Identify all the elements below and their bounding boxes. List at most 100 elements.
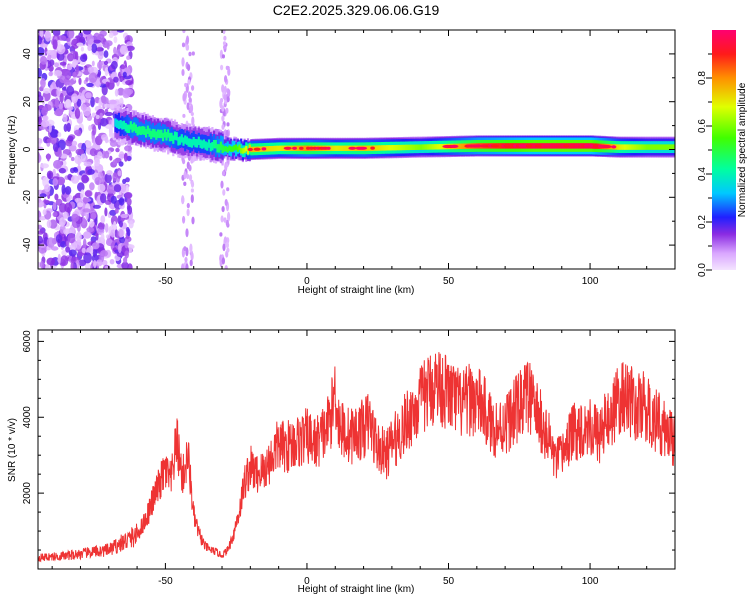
spectrogram-ridge-cell <box>398 144 401 151</box>
spectrogram-ridge-cell <box>124 123 127 132</box>
spectrogram-noise-cell <box>181 263 185 269</box>
spectrogram-noise-cell <box>126 155 132 162</box>
spectrogram-noise-cell <box>186 202 190 209</box>
spectrogram-peak-cell <box>449 144 459 148</box>
spectrogram-noise-cell <box>82 238 87 250</box>
y-tick-label: 20 <box>22 96 33 108</box>
spectrogram-ridge-cell <box>389 145 392 151</box>
spectrogram-noise-cell <box>97 151 103 160</box>
spectrogram-ridge-cell <box>150 130 153 140</box>
spectrogram-ridge-cell <box>233 145 236 151</box>
spectrogram-ridge-cell <box>296 145 299 151</box>
spectrogram-noise-cell <box>89 182 95 191</box>
spectrogram-peak-cell <box>253 147 261 151</box>
spectrogram-noise-cell <box>67 53 74 62</box>
spectrogram-ridge-cell <box>175 132 178 141</box>
spectrogram-ridge-cell <box>669 144 673 150</box>
spectrogram-noise-cell <box>111 117 116 128</box>
spectrogram-ridge-cell <box>126 115 129 134</box>
spectrogram-ridge-cell <box>654 144 657 150</box>
spectrogram-noise-cell <box>125 45 135 51</box>
spectrogram-ridge-cell <box>617 144 620 150</box>
spectrogram-noise-cell <box>184 256 188 263</box>
spectrogram-ridge-cell <box>216 144 219 153</box>
spectrogram-ridge-cell <box>209 133 212 152</box>
spectrogram-noise-cell <box>65 37 71 42</box>
spectrogram-noise-cell <box>56 86 61 98</box>
spectrogram-noise-cell <box>222 243 226 252</box>
spectrogram-noise-cell <box>49 129 59 138</box>
spectrogram-noise-cell <box>106 184 116 194</box>
spectrogram-ridge-cell <box>396 144 399 151</box>
spectrogram-noise-cell <box>189 243 193 253</box>
spectrogram-ridge-cell <box>223 146 226 152</box>
spectrogram-peak-cell <box>261 147 267 151</box>
spectrogram-ridge-cell <box>630 144 633 150</box>
spectrogram-noise-cell <box>66 196 71 202</box>
spectrogram-peak-cell <box>563 144 570 148</box>
spectrogram-ridge-cell <box>151 128 154 138</box>
spectrogram-noise-cell <box>52 39 58 50</box>
spectrogram-noise-cell <box>46 170 54 180</box>
spectrogram-noise-cell <box>64 81 73 87</box>
spectrogram-noise-cell <box>109 140 118 147</box>
spectrogram-noise-cell <box>120 64 126 70</box>
spectrogram-ridge-cell <box>177 137 180 146</box>
spectrogram-ridge-cell <box>236 146 239 152</box>
spectrogram-ridge-cell <box>128 124 131 133</box>
spectrogram-noise-cell <box>48 123 52 133</box>
spectrogram-noise-cell <box>97 183 106 193</box>
spectrogram-noise-cell <box>190 194 194 204</box>
spectrogram-ridge-cell <box>462 143 465 149</box>
spectrogram-ridge-cell <box>189 138 192 148</box>
spectrogram-noise-cell <box>185 228 189 238</box>
spectrogram-ridge-cell <box>146 125 149 134</box>
spectrogram-noise-cell <box>124 192 133 199</box>
spectrogram-ridge-cell <box>666 144 669 150</box>
spectrogram-noise-cell <box>101 177 105 185</box>
spectrogram-noise-cell <box>118 244 122 254</box>
spectrogram-noise-cell <box>83 231 92 239</box>
spectrogram-ridge-cell <box>551 143 554 149</box>
spectrogram-ridge-cell <box>126 124 129 133</box>
spectrogram-ridge-cell <box>423 144 426 150</box>
spectrogram-noise-cell <box>61 184 66 195</box>
spectrogram-peak-cell <box>490 144 499 148</box>
y-tick-label: 2000 <box>22 482 33 505</box>
spectrogram-noise-cell <box>79 36 85 43</box>
spectrogram-noise-cell <box>77 202 84 208</box>
spectrogram-ridge-cell <box>153 129 156 138</box>
spectrogram-ridge-cell <box>221 144 224 153</box>
spectrogram-noise-cell <box>54 62 59 68</box>
spectrogram-noise-cell <box>113 221 117 230</box>
spectrogram-peak-cell <box>541 144 551 148</box>
snr-x-label: Height of straight line (km) <box>298 584 415 595</box>
spectrogram-noise-cell <box>52 30 61 37</box>
spectrogram-noise-cell <box>87 168 95 175</box>
spectrogram-noise-cell <box>190 112 194 116</box>
spectrogram-noise-cell <box>88 125 92 131</box>
spectrogram-ridge-cell <box>231 146 234 152</box>
spectrogram-noise-cell <box>67 30 75 39</box>
spectrogram-ridge-cell <box>345 145 348 151</box>
spectrogram-noise-cell <box>70 156 75 162</box>
spectrogram-ridge-cell <box>338 145 341 151</box>
spectrogram-ridge-cell <box>219 141 222 150</box>
spectrogram-peak-cell <box>283 146 292 150</box>
spectrogram-ridge-cell <box>138 126 141 135</box>
spectrogram-noise-cell <box>64 70 72 81</box>
spectrogram-ridge-cell <box>280 145 284 151</box>
spectrogram-noise-cell <box>119 97 124 104</box>
spectrogram-noise-cell <box>104 223 109 233</box>
spectrogram-noise-cell <box>186 208 190 217</box>
spectrogram-ridge-cell <box>246 149 250 155</box>
spectrogram-noise-cell <box>46 257 56 266</box>
spectrogram-noise-cell <box>110 229 116 238</box>
spectrogram-noise-cell <box>80 54 88 62</box>
spectrogram-ridge-cell <box>180 134 183 143</box>
spectrogram-ridge-cell <box>430 144 433 150</box>
spectrogram-noise-cell <box>89 220 95 228</box>
spectrogram-ridge-cell <box>342 145 345 151</box>
spectrogram-noise-cell <box>113 36 118 44</box>
spectrogram-noise-cell <box>66 85 75 96</box>
